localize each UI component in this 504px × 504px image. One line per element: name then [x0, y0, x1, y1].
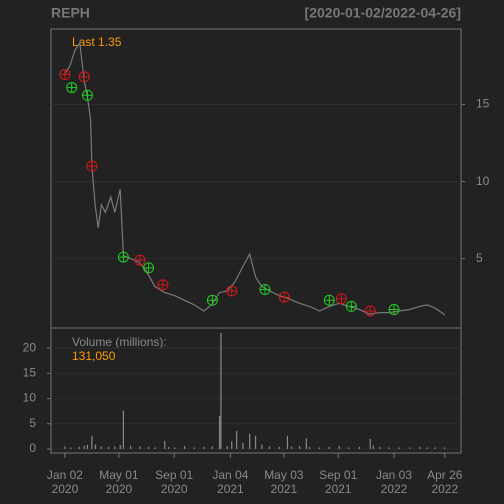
volume-bar	[122, 410, 124, 449]
volume-bar	[426, 447, 428, 449]
volume-bar	[119, 444, 121, 449]
volume-bar	[174, 447, 176, 449]
volume-bar	[193, 447, 196, 449]
plot-frame	[50, 28, 462, 454]
volume-bar	[154, 447, 156, 449]
volume-bar	[129, 445, 132, 449]
volume-bar	[94, 444, 97, 449]
volume-bar	[78, 446, 80, 449]
x-tick-label: Jan 02	[47, 468, 83, 482]
volume-bar	[308, 446, 311, 449]
volume-bar	[91, 435, 93, 449]
volume-bar	[211, 446, 213, 449]
volume-bar	[236, 430, 238, 449]
volume-bar	[278, 446, 280, 449]
volume-bar	[83, 445, 85, 449]
y-tick-label: 20	[23, 340, 37, 354]
volume-bar	[249, 433, 251, 449]
x-tick-label: Sep 01	[319, 468, 357, 482]
last-price: Last 1.35	[72, 35, 122, 49]
volume-bar	[64, 446, 66, 449]
volume-bar	[261, 444, 263, 449]
volume-bar	[164, 440, 166, 449]
x-tick-year: 2021	[217, 482, 244, 496]
volume-bar	[231, 441, 233, 449]
volume-bar	[268, 446, 271, 449]
volume-bar	[168, 446, 170, 449]
volume-bar	[290, 446, 293, 449]
volume-bar	[218, 415, 221, 449]
y-tick-label: 5	[476, 251, 483, 265]
volume-bar	[100, 446, 102, 449]
volume-bar	[203, 446, 205, 449]
x-tick-label: Jan 04	[212, 468, 248, 482]
volume-bar	[305, 438, 307, 449]
volume-bar	[372, 445, 374, 449]
volume-bar	[226, 445, 228, 449]
volume-bar	[254, 435, 257, 449]
volume-bar	[379, 446, 381, 449]
volume-bar	[338, 445, 340, 449]
x-tick-year: 2020	[161, 482, 188, 496]
volume-total: 131,050	[72, 349, 116, 363]
date-range: [2020-01-02/2022-04-26]	[305, 5, 461, 21]
x-tick-year: 2020	[52, 482, 79, 496]
y-tick-label: 10	[476, 174, 490, 188]
volume-bar	[70, 447, 72, 449]
volume-bar	[348, 447, 350, 449]
x-tick-year: 2021	[325, 482, 352, 496]
x-tick-label: May 03	[264, 468, 304, 482]
volume-bar	[114, 446, 116, 449]
y-tick-label: 0	[29, 441, 36, 455]
volume-bar	[139, 446, 141, 449]
x-tick-label: Sep 01	[155, 468, 193, 482]
volume-bar	[107, 446, 110, 449]
volume-bar	[409, 447, 411, 449]
x-tick-label: May 01	[99, 468, 139, 482]
chart-title: REPH	[51, 5, 90, 21]
volume-bar	[286, 435, 289, 449]
volume-bar	[220, 333, 222, 449]
volume-bar	[299, 445, 301, 449]
y-tick-label: 15	[23, 366, 37, 380]
volume-bar	[328, 446, 330, 449]
y-tick-label: 5	[29, 416, 36, 430]
volume-bar	[388, 447, 390, 449]
x-tick-label: Apr 26	[427, 468, 463, 482]
x-tick-year: 2020	[106, 482, 133, 496]
x-tick-year: 2022	[381, 482, 408, 496]
x-tick-year: 2021	[271, 482, 298, 496]
volume-bar	[318, 447, 320, 449]
volume-bar	[444, 447, 446, 449]
volume-bar	[183, 445, 186, 449]
y-tick-label: 10	[23, 391, 37, 405]
volume-bar	[242, 442, 244, 449]
x-tick-label: Jan 03	[376, 468, 412, 482]
price-line	[64, 41, 446, 316]
volume-bar	[398, 447, 400, 449]
volume-bar	[434, 447, 436, 449]
volume-bar	[358, 446, 360, 449]
volume-label: Volume (millions):	[72, 335, 167, 349]
volume-bar	[86, 444, 89, 449]
x-tick-year: 2022	[431, 482, 458, 496]
volume-bar	[147, 446, 150, 449]
volume-bar	[369, 438, 371, 449]
volume-bar	[419, 446, 421, 449]
y-tick-label: 15	[476, 97, 490, 111]
